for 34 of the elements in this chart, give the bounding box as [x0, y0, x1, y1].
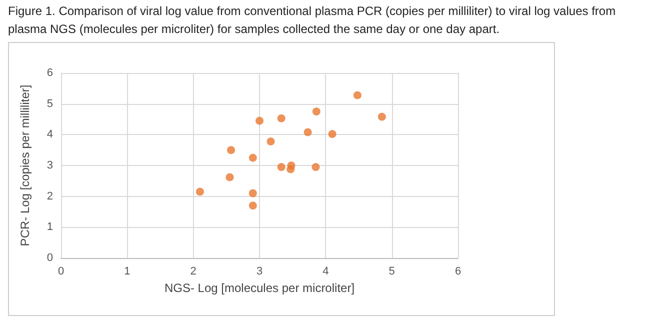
- x-tick-label: 2: [190, 266, 196, 278]
- x-tick-label: 4: [322, 266, 329, 278]
- point: [312, 108, 320, 116]
- x-tick-label: 0: [58, 266, 64, 278]
- point: [248, 202, 257, 210]
- x-tick-label: 6: [454, 266, 462, 278]
- point: [266, 137, 275, 146]
- y-tick-label: 6: [46, 67, 53, 79]
- point: [304, 128, 312, 136]
- point: [312, 163, 320, 172]
- point: [287, 162, 296, 170]
- point: [248, 154, 257, 162]
- y-tick-label: 4: [46, 128, 53, 141]
- x-tick-label: 5: [388, 266, 395, 278]
- point: [277, 163, 286, 172]
- point: [227, 146, 236, 154]
- point: [328, 130, 336, 138]
- x-axis-title: NGS- Log [molecules per microliter]: [164, 281, 355, 295]
- y-tick-label: 1: [46, 221, 53, 234]
- chart-title: Figure 1. Comparison of viral log value from conventional plasma PCR (copies per milliliter) to viral log values from plasma NGS (molecules per microliter) for samples collected the same day or one day apart.: [8, 3, 617, 38]
- point: [196, 188, 204, 196]
- y-tick-label: 5: [46, 98, 53, 110]
- y-tick-label: 3: [46, 160, 53, 172]
- point: [378, 112, 386, 121]
- y-tick-label: 2: [46, 190, 53, 202]
- point: [256, 116, 264, 125]
- point: [353, 91, 362, 100]
- y-axis-title: PCR- Log [copies per milliliter]: [18, 84, 32, 246]
- point: [248, 189, 257, 198]
- point: [226, 173, 234, 182]
- y-tick-label: 0: [46, 252, 53, 264]
- x-tick-label: 3: [256, 266, 263, 278]
- point: [277, 114, 286, 122]
- x-tick-label: 1: [124, 266, 130, 278]
